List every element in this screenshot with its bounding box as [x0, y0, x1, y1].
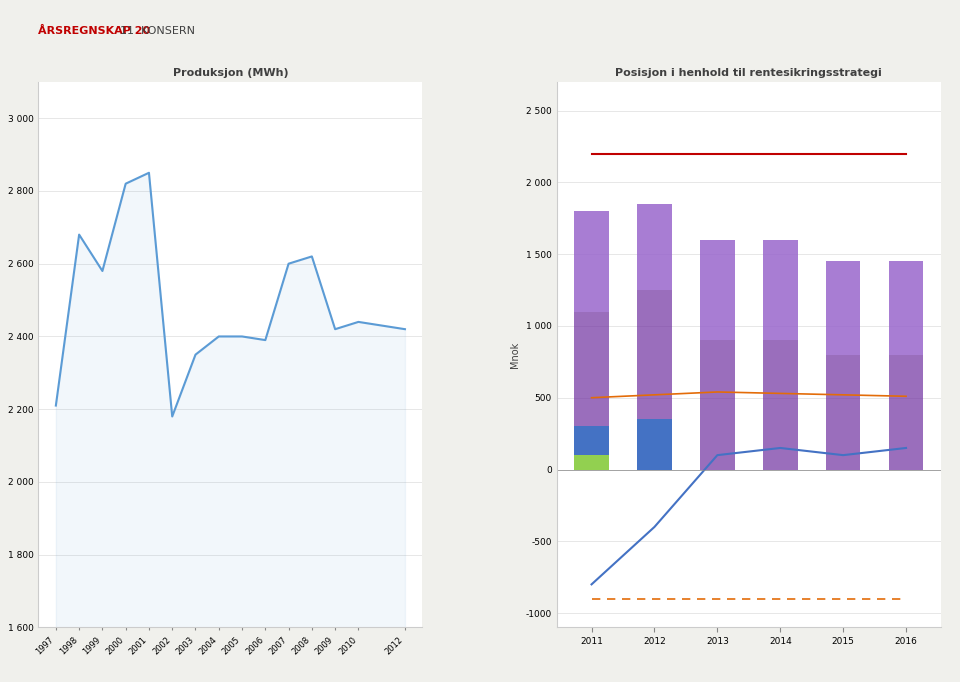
Netto utstående gjeld [775, 149, 786, 158]
Bar [574, 455, 609, 469]
Bar [826, 261, 860, 355]
Bar [700, 240, 734, 340]
Bar [637, 419, 672, 469]
Bar [826, 355, 860, 469]
Netto renteksponering - øvre grense [837, 391, 849, 399]
Netto utstående gjeld [711, 149, 723, 158]
Line: Netto renteksponering - øvre grense: Netto renteksponering - øvre grense [591, 392, 906, 398]
Title: Posisjon i henhold til rentesikringsstrategi: Posisjon i henhold til rentesikringsstra… [615, 68, 882, 78]
Netto renteksponering - øvre grense [586, 394, 597, 402]
Netto renteksponering [837, 451, 849, 459]
Netto renteksponering [649, 523, 660, 531]
Bar [889, 261, 924, 355]
Bar [574, 312, 609, 426]
Bar [763, 240, 798, 340]
Title: Produksjon (MWh): Produksjon (MWh) [173, 68, 288, 78]
Text: ÅRSREGNSKAP 20: ÅRSREGNSKAP 20 [38, 26, 151, 36]
Netto renteksponering - øvre grense [900, 392, 912, 400]
Netto renteksponering - nedre grense [711, 595, 723, 603]
Netto utstående gjeld [900, 149, 912, 158]
Netto renteksponering - øvre grense [775, 389, 786, 398]
Bar [637, 290, 672, 419]
Netto renteksponering - nedre grense [837, 595, 849, 603]
Netto renteksponering - øvre grense [711, 388, 723, 396]
Netto renteksponering [775, 444, 786, 452]
Netto utstående gjeld [837, 149, 849, 158]
Bar [889, 355, 924, 469]
Netto renteksponering - nedre grense [775, 595, 786, 603]
Bar [763, 340, 798, 469]
Text: 11  KONSERN: 11 KONSERN [120, 26, 195, 36]
Y-axis label: Mnok: Mnok [510, 342, 520, 368]
Netto utstående gjeld [649, 149, 660, 158]
Line: Netto renteksponering: Netto renteksponering [591, 448, 906, 584]
Netto renteksponering [900, 444, 912, 452]
Netto renteksponering [711, 451, 723, 459]
Netto utstående gjeld [586, 149, 597, 158]
Y-axis label: MWh: MWh [0, 342, 2, 367]
Netto renteksponering [586, 580, 597, 589]
Bar [574, 211, 609, 312]
Netto renteksponering - nedre grense [649, 595, 660, 603]
Bar [637, 204, 672, 290]
Netto renteksponering - nedre grense [900, 595, 912, 603]
Bar [574, 426, 609, 455]
Netto renteksponering - nedre grense [586, 595, 597, 603]
Bar [700, 340, 734, 469]
Netto renteksponering - øvre grense [649, 391, 660, 399]
